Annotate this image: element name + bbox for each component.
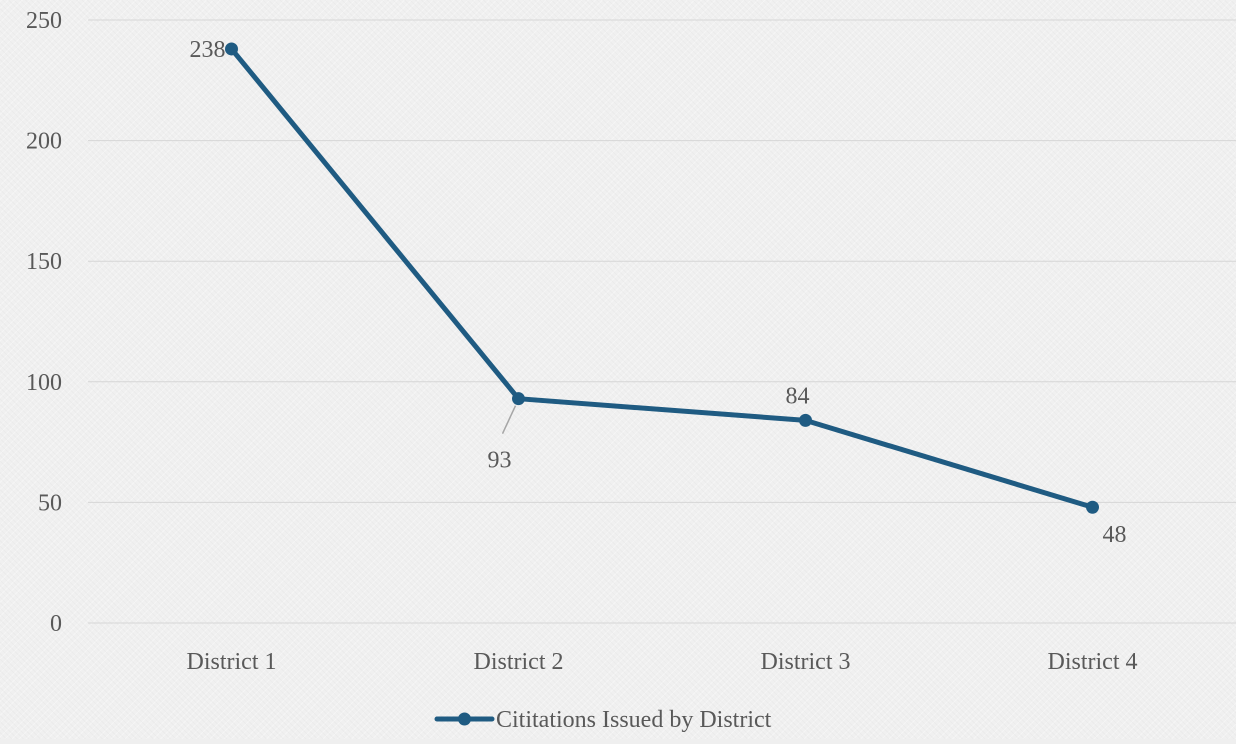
x-axis-ticks: District 1 District 2 District 3 District 4	[187, 649, 1138, 675]
data-labels: 238 93 84 48	[190, 37, 1127, 548]
data-point-district-1	[225, 42, 238, 56]
series-line	[229, 46, 1095, 510]
legend: Cititations Issued by District	[434, 707, 772, 733]
series-cititations-issued-by-district	[225, 42, 1099, 514]
data-point-district-3	[799, 413, 812, 427]
y-axis-ticks: 0 50 100 150 200 250	[26, 8, 62, 637]
leader-line	[501, 405, 517, 434]
legend-swatch-marker	[458, 712, 471, 726]
y-tick-label: 200	[26, 129, 62, 155]
x-tick-label: District 1	[187, 649, 277, 675]
y-tick-label: 50	[38, 490, 62, 516]
y-tick-label: 250	[26, 8, 62, 34]
x-tick-label: District 2	[474, 649, 564, 675]
legend-label: Cititations Issued by District	[496, 707, 772, 733]
x-tick-label: District 4	[1048, 649, 1138, 675]
leader-lines	[501, 405, 517, 434]
y-tick-label: 150	[26, 249, 62, 275]
gridlines	[88, 19, 1236, 624]
y-tick-label: 100	[26, 370, 62, 396]
data-label: 238	[190, 37, 226, 63]
data-point-district-2	[512, 392, 525, 406]
x-tick-label: District 3	[761, 649, 851, 675]
data-label: 48	[1103, 522, 1127, 548]
data-label: 93	[488, 448, 512, 474]
data-label: 84	[786, 383, 810, 409]
y-tick-label: 0	[50, 611, 62, 637]
data-point-district-4	[1086, 500, 1099, 514]
